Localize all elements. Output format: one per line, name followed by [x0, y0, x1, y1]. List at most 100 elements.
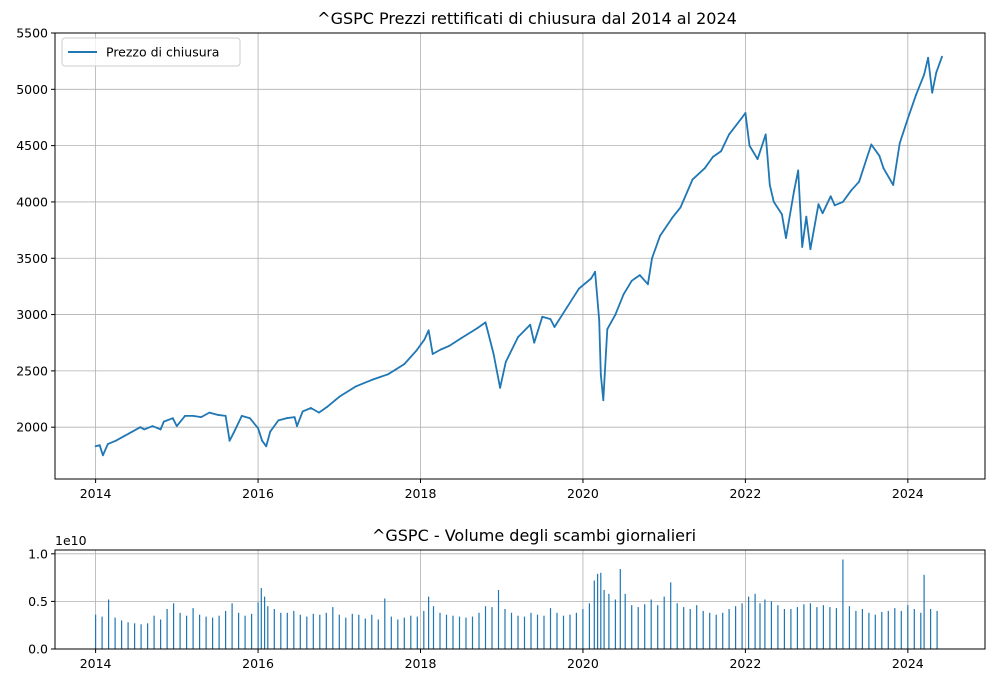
- volume-bar: [445, 614, 448, 649]
- volume-bar: [299, 614, 301, 649]
- price-point: [614, 313, 617, 316]
- price-point: [98, 444, 101, 447]
- price-point: [296, 425, 298, 427]
- volume-bar: [351, 613, 353, 649]
- volume-bar: [754, 593, 756, 649]
- volume-bar: [510, 612, 513, 649]
- price-point: [504, 361, 507, 363]
- price-grid: [55, 32, 985, 479]
- volume-bar: [517, 615, 519, 649]
- volume-bar: [835, 608, 837, 649]
- volume-bar: [439, 612, 441, 649]
- price-point: [301, 410, 304, 413]
- price-point: [257, 427, 259, 430]
- volume-bar: [390, 616, 392, 649]
- y-tick-label: 3500: [16, 251, 48, 266]
- volume-bar: [114, 617, 116, 649]
- price-point: [850, 189, 852, 192]
- volume-bar: [231, 603, 233, 649]
- price-point: [866, 156, 869, 158]
- volume-bar: [218, 615, 220, 649]
- price-point: [171, 417, 174, 420]
- volume-bar: [619, 569, 621, 649]
- price-point: [184, 415, 186, 417]
- price-point: [403, 363, 406, 365]
- price-point: [915, 94, 917, 96]
- volume-bar: [748, 596, 750, 649]
- price-point: [517, 336, 519, 338]
- volume-bar: [312, 613, 314, 649]
- price-point: [785, 237, 787, 239]
- volume-bar: [140, 624, 142, 650]
- volume-bar: [822, 605, 824, 649]
- price-point: [606, 328, 609, 331]
- price-point: [720, 150, 722, 153]
- price-point: [439, 348, 442, 351]
- volume-bar: [923, 574, 925, 650]
- price-point: [882, 167, 885, 170]
- volume-bar: [582, 609, 584, 649]
- volume-bar: [530, 612, 532, 649]
- price-point: [208, 411, 211, 414]
- volume-bar: [397, 619, 399, 649]
- price-point: [293, 416, 296, 418]
- price-point: [529, 323, 532, 326]
- volume-bar: [358, 614, 360, 649]
- y-tick-label: 3000: [16, 307, 48, 322]
- price-point: [285, 417, 288, 420]
- volume-bar: [900, 610, 902, 649]
- price-point: [772, 201, 775, 203]
- price-point: [941, 55, 943, 58]
- price-point: [224, 415, 227, 417]
- price-point: [415, 349, 418, 352]
- volume-bar: [722, 612, 724, 649]
- price-point: [659, 234, 661, 237]
- y-tick-label: 2500: [16, 363, 48, 378]
- volume-bar: [764, 599, 766, 649]
- price-point: [261, 439, 263, 442]
- price-point: [431, 353, 434, 355]
- volume-bar: [192, 608, 194, 649]
- volume-bar: [179, 612, 181, 649]
- volume-bar: [458, 616, 461, 649]
- volume-bar: [410, 615, 412, 649]
- volume-bar: [728, 609, 730, 649]
- price-point: [594, 270, 596, 273]
- volume-bar: [238, 612, 240, 649]
- volume-bar: [127, 622, 129, 649]
- y-tick-label: 4500: [16, 138, 48, 153]
- volume-bar: [543, 615, 545, 649]
- volume-bar: [777, 605, 779, 649]
- price-point: [151, 425, 154, 427]
- price-point: [159, 428, 162, 431]
- price-point: [927, 56, 929, 59]
- volume-bar: [491, 607, 493, 649]
- volume-bar: [593, 580, 595, 649]
- volume-bar: [251, 613, 253, 649]
- price-point: [578, 287, 580, 290]
- volume-bar: [735, 606, 737, 649]
- y-tick-label: 0.0: [28, 642, 48, 657]
- legend-label: Prezzo di chiusura: [106, 45, 219, 60]
- volume-bar: [549, 608, 552, 649]
- volume-bar: [523, 616, 526, 649]
- price-point: [842, 201, 844, 203]
- price-point: [691, 178, 694, 181]
- volume-bar: [108, 599, 110, 649]
- volume-bar: [95, 614, 97, 649]
- volume-bar: [569, 614, 571, 649]
- price-point: [679, 206, 682, 209]
- x-tick-label: 2018: [405, 486, 437, 501]
- price-point: [318, 411, 320, 414]
- volume-bar: [600, 572, 602, 649]
- volume-bar: [377, 619, 379, 649]
- price-point: [892, 184, 895, 186]
- volume-bar: [199, 614, 201, 649]
- volume-bar: [657, 605, 659, 649]
- volume-bar: [741, 603, 743, 649]
- volume-bar: [134, 623, 136, 649]
- price-point: [131, 430, 134, 433]
- volume-bar: [631, 605, 633, 649]
